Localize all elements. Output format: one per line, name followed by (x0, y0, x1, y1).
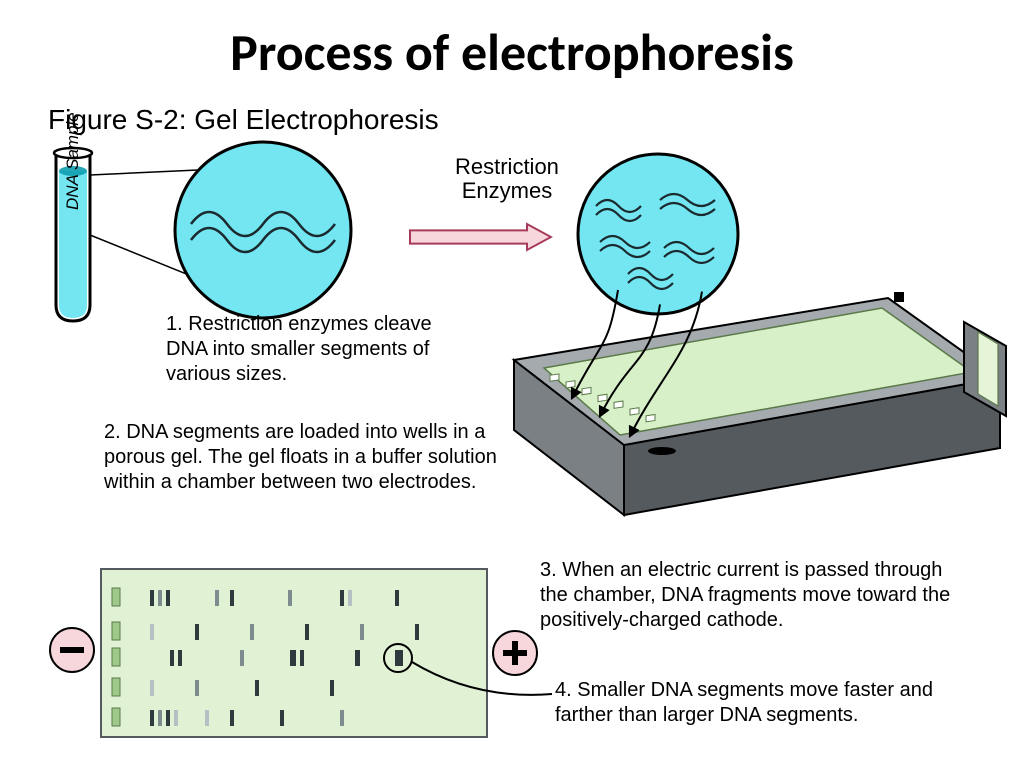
step-4-text: 4. Smaller DNA segments move faster and … (555, 678, 975, 728)
step-2-text: 2. DNA segments are loaded into wells in… (104, 420, 499, 495)
gel-chamber-icon (502, 290, 1008, 530)
gel-result-icon (100, 568, 488, 738)
step-3-text: 3. When an electric current is passed th… (540, 558, 970, 633)
dna-sample-label: DNA Sample (63, 112, 83, 210)
figure-title: Figure S-2: Gel Electrophoresis (48, 104, 439, 136)
minus-electrode-icon (48, 626, 96, 674)
arrow-icon (408, 222, 553, 252)
slide-canvas: Process of electrophoresis Figure S-2: G… (0, 0, 1024, 768)
dna-whole-circle (171, 138, 355, 322)
restriction-enzymes-label: RestrictionEnzymes (455, 155, 559, 203)
restriction-enzymes-text: RestrictionEnzymes (455, 154, 559, 203)
step-1-text: 1. Restriction enzymes cleave DNA into s… (166, 312, 466, 387)
slide-title: Process of electrophoresis (0, 20, 1024, 84)
plus-electrode-icon (491, 629, 539, 677)
